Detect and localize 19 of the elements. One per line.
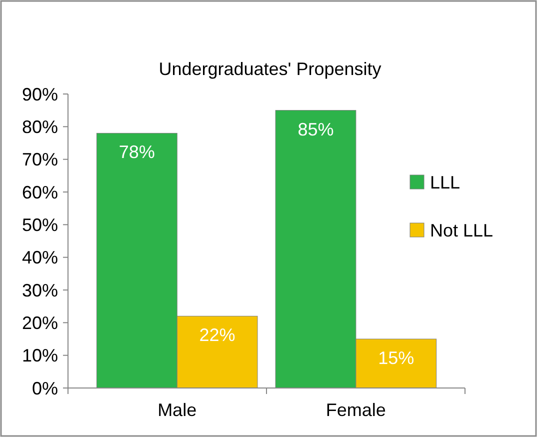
y-tick-label: 0% — [32, 378, 58, 398]
y-tick-label: 80% — [22, 116, 58, 137]
data-label: 85% — [298, 119, 334, 140]
data-label: 78% — [118, 142, 155, 162]
legend-label: Not LLL — [430, 220, 494, 240]
y-tick-label: 40% — [22, 248, 58, 268]
y-tick-label: 60% — [22, 182, 58, 202]
y-tick-label: 10% — [22, 346, 58, 366]
data-label: 15% — [378, 348, 414, 368]
data-label: 22% — [199, 325, 236, 346]
x-tick-label: Male — [158, 400, 197, 420]
y-tick-label: 50% — [22, 214, 58, 235]
chart-title: Undergraduates' Propensity — [158, 59, 382, 79]
y-tick-label: 20% — [22, 312, 58, 333]
x-tick-label: Female — [326, 400, 386, 420]
y-tick-label: 70% — [22, 150, 58, 170]
legend-label: LLL — [430, 172, 460, 192]
y-tick-label: 30% — [22, 280, 58, 300]
y-tick-label: 90% — [22, 84, 58, 104]
